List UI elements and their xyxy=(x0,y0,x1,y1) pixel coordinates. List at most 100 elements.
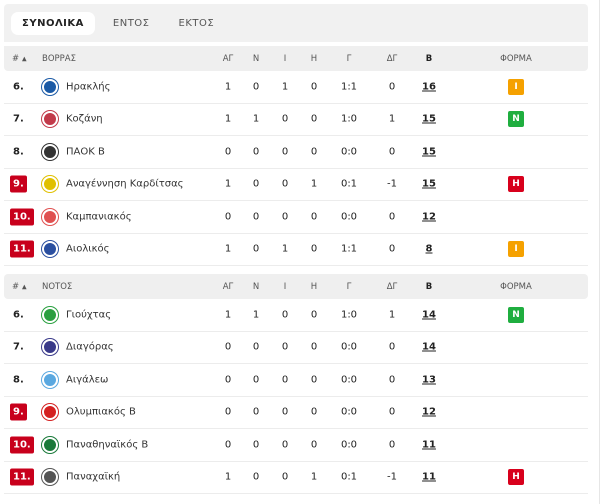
points[interactable]: 13 xyxy=(422,374,436,386)
tab-2[interactable]: ΕΚΤΟΣ xyxy=(178,17,215,29)
form-badge: Ν xyxy=(508,111,524,128)
points[interactable]: 15 xyxy=(422,178,436,190)
team-name[interactable]: Αναγέννηση Καρδίτσας xyxy=(66,178,184,190)
stat-g: 0:0 xyxy=(340,211,358,223)
stat-gd: 0 xyxy=(388,406,396,418)
rank: 11. xyxy=(10,240,34,258)
team-name[interactable]: Παναθηναϊκός Β xyxy=(66,439,149,451)
stat-l: 0 xyxy=(310,439,318,451)
table-row[interactable]: 11. Αιολικός 1 0 1 0 1:1 0 8 Ι xyxy=(4,234,588,266)
table-row[interactable]: 9. Ολυμπιακός Β 0 0 0 0 0:0 0 12 xyxy=(4,397,588,429)
col-draw[interactable]: Ι xyxy=(283,53,287,64)
form-badge: Ι xyxy=(508,241,524,258)
stat-g: 0:0 xyxy=(340,146,358,158)
stat-l: 0 xyxy=(310,81,318,93)
team-name[interactable]: Καμπανιακός xyxy=(66,211,132,223)
tab-1[interactable]: ΕΝΤΟΣ xyxy=(112,17,150,29)
team-name[interactable]: Ολυμπιακός Β xyxy=(66,406,136,418)
stat-w: 0 xyxy=(252,374,260,386)
table-row[interactable]: 11. Παναχαϊκή 1 0 0 1 0:1 -1 11 Η xyxy=(4,462,588,494)
stat-w: 0 xyxy=(252,439,260,451)
rank: 10. xyxy=(10,208,34,226)
points[interactable]: 12 xyxy=(422,211,436,223)
points[interactable]: 11 xyxy=(422,439,436,451)
col-goals[interactable]: Γ xyxy=(346,281,352,292)
rank-header[interactable]: # xyxy=(12,53,20,64)
points[interactable]: 12 xyxy=(422,406,436,418)
col-points[interactable]: Β xyxy=(425,281,433,292)
rank-header[interactable]: # xyxy=(12,281,20,292)
col-won[interactable]: Ν xyxy=(252,281,260,292)
col-form[interactable]: ΦΟΡΜΑ xyxy=(500,281,532,292)
stat-g: 1:0 xyxy=(340,309,358,321)
team-name[interactable]: ΠΑΟΚ Β xyxy=(66,146,105,158)
stat-w: 1 xyxy=(252,309,260,321)
stat-w: 0 xyxy=(252,146,260,158)
col-draw[interactable]: Ι xyxy=(283,281,287,292)
rank: 9. xyxy=(10,175,27,193)
table-row[interactable]: 9. Αναγέννηση Καρδίτσας 1 0 0 1 0:1 -1 15 Η xyxy=(4,169,588,201)
table-row[interactable]: 8. Αιγάλεω 0 0 0 0 0:0 0 13 xyxy=(4,364,588,397)
stat-d: 0 xyxy=(281,341,289,353)
sort-icon[interactable]: ▲ xyxy=(22,283,27,290)
team-logo-icon xyxy=(42,143,58,160)
table-row[interactable]: 8. ΠΑΟΚ Β 0 0 0 0 0:0 0 15 xyxy=(4,136,588,169)
stat-w: 0 xyxy=(252,471,260,483)
stat-g: 0:0 xyxy=(340,341,358,353)
col-diff[interactable]: ΔΓ xyxy=(386,53,398,64)
points[interactable]: 15 xyxy=(422,146,436,158)
team-name[interactable]: Διαγόρας xyxy=(66,341,114,353)
col-points[interactable]: Β xyxy=(425,53,433,64)
stat-l: 1 xyxy=(310,471,318,483)
stat-g: 0:1 xyxy=(340,471,358,483)
points[interactable]: 16 xyxy=(422,81,436,93)
stat-w: 1 xyxy=(252,113,260,125)
table-row[interactable]: 6. Ηρακλής 1 0 1 0 1:1 0 16 Ι xyxy=(4,71,588,104)
col-lost[interactable]: Η xyxy=(310,281,318,292)
stat-l: 0 xyxy=(310,406,318,418)
col-played[interactable]: ΑΓ xyxy=(222,281,234,292)
table-row[interactable]: 6. Γιούχτας 1 1 0 0 1:0 1 14 Ν xyxy=(4,299,588,332)
stat-p: 1 xyxy=(224,243,232,255)
stat-p: 1 xyxy=(224,113,232,125)
stat-gd: 0 xyxy=(388,341,396,353)
table-row[interactable]: 10. Παναθηναϊκός Β 0 0 0 0 0:0 0 11 xyxy=(4,429,588,462)
points[interactable]: 8 xyxy=(425,243,433,255)
stat-w: 0 xyxy=(252,341,260,353)
team-logo-icon xyxy=(42,436,58,453)
col-form[interactable]: ΦΟΡΜΑ xyxy=(500,53,532,64)
points[interactable]: 14 xyxy=(422,341,436,353)
sort-icon[interactable]: ▲ xyxy=(22,55,27,62)
tab-0[interactable]: ΣΥΝΟΛΙΚΑ xyxy=(11,11,95,35)
team-name[interactable]: Κοζάνη xyxy=(66,113,103,125)
stat-p: 0 xyxy=(224,341,232,353)
stat-p: 0 xyxy=(224,439,232,451)
col-diff[interactable]: ΔΓ xyxy=(386,281,398,292)
col-won[interactable]: Ν xyxy=(252,53,260,64)
table-row[interactable]: 7. Διαγόρας 0 0 0 0 0:0 0 14 xyxy=(4,332,588,364)
stat-l: 0 xyxy=(310,113,318,125)
stat-gd: -1 xyxy=(387,471,397,483)
col-lost[interactable]: Η xyxy=(310,53,318,64)
stat-d: 1 xyxy=(281,243,289,255)
table-row[interactable]: 7. Κοζάνη 1 1 0 0 1:0 1 15 Ν xyxy=(4,104,588,136)
stat-d: 0 xyxy=(281,439,289,451)
points[interactable]: 11 xyxy=(422,471,436,483)
team-name[interactable]: Αιγάλεω xyxy=(66,374,109,386)
col-goals[interactable]: Γ xyxy=(346,53,352,64)
team-name[interactable]: Παναχαϊκή xyxy=(66,471,121,483)
form-badge: Η xyxy=(508,469,524,486)
table-header: # ▲ ΒΟΡΡΑΣ ΑΓ Ν Ι Η Γ ΔΓ Β ΦΟΡΜΑ xyxy=(4,46,588,71)
col-played[interactable]: ΑΓ xyxy=(222,53,234,64)
table-row[interactable]: 10. Καμπανιακός 0 0 0 0 0:0 0 12 xyxy=(4,201,588,234)
stat-g: 1:1 xyxy=(340,243,358,255)
team-name[interactable]: Αιολικός xyxy=(66,243,110,255)
team-name[interactable]: Γιούχτας xyxy=(66,309,112,321)
team-logo-icon xyxy=(42,404,58,421)
team-name[interactable]: Ηρακλής xyxy=(66,81,111,93)
stat-d: 0 xyxy=(281,211,289,223)
points[interactable]: 14 xyxy=(422,309,436,321)
stat-g: 1:0 xyxy=(340,113,358,125)
stat-gd: 0 xyxy=(388,146,396,158)
points[interactable]: 15 xyxy=(422,113,436,125)
